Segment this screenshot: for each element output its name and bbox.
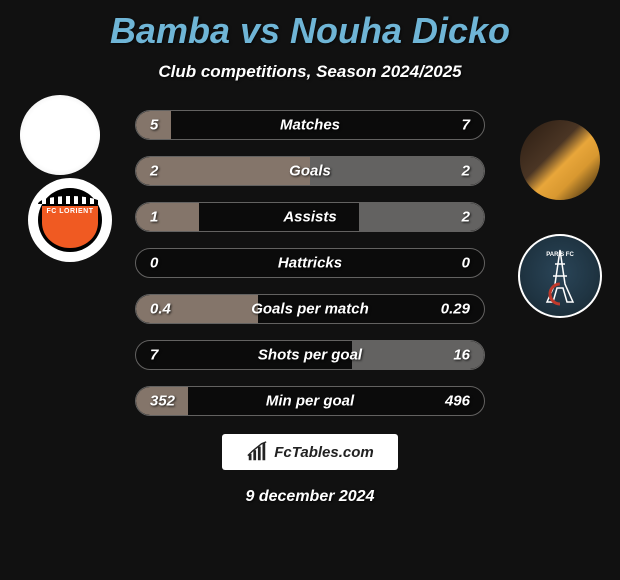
stat-left-value: 352 (150, 393, 175, 410)
stat-left-value: 2 (150, 163, 158, 180)
stat-right-value: 16 (453, 347, 470, 364)
stat-left-value: 7 (150, 347, 158, 364)
stat-row: 0.4 0.29 Goals per match (135, 294, 485, 324)
footer-brand-badge: FcTables.com (222, 434, 398, 470)
page-subtitle: Club competitions, Season 2024/2025 (0, 62, 620, 82)
stat-left-value: 1 (150, 209, 158, 226)
stat-left-fill (136, 157, 310, 185)
stat-right-value: 2 (462, 163, 470, 180)
stat-left-value: 0 (150, 255, 158, 272)
stat-right-value: 2 (462, 209, 470, 226)
stat-label: Hattricks (278, 255, 342, 272)
stat-row: 2 2 Goals (135, 156, 485, 186)
stat-left-value: 5 (150, 117, 158, 134)
stat-right-value: 7 (462, 117, 470, 134)
stat-row: 1 2 Assists (135, 202, 485, 232)
stat-label: Matches (280, 117, 340, 134)
stat-right-value: 0 (462, 255, 470, 272)
stat-row: 5 7 Matches (135, 110, 485, 140)
stat-label: Goals (289, 163, 331, 180)
stat-row: 0 0 Hattricks (135, 248, 485, 278)
stats-container: 57Matches22Goals12Assists00Hattricks0.40… (0, 110, 620, 416)
stat-label: Shots per goal (258, 347, 362, 364)
page-title: Bamba vs Nouha Dicko (0, 0, 620, 52)
stat-row: 7 16 Shots per goal (135, 340, 485, 370)
stat-right-value: 496 (445, 393, 470, 410)
stat-label: Goals per match (251, 301, 369, 318)
chart-icon (246, 441, 268, 463)
stat-row: 352 496 Min per goal (135, 386, 485, 416)
footer-brand-text: FcTables.com (274, 444, 373, 461)
stat-left-value: 0.4 (150, 301, 171, 318)
stat-right-value: 0.29 (441, 301, 470, 318)
stat-label: Min per goal (266, 393, 354, 410)
stat-left-fill (136, 203, 199, 231)
date-text: 9 december 2024 (0, 488, 620, 506)
stat-label: Assists (283, 209, 336, 226)
stat-right-fill (310, 157, 484, 185)
